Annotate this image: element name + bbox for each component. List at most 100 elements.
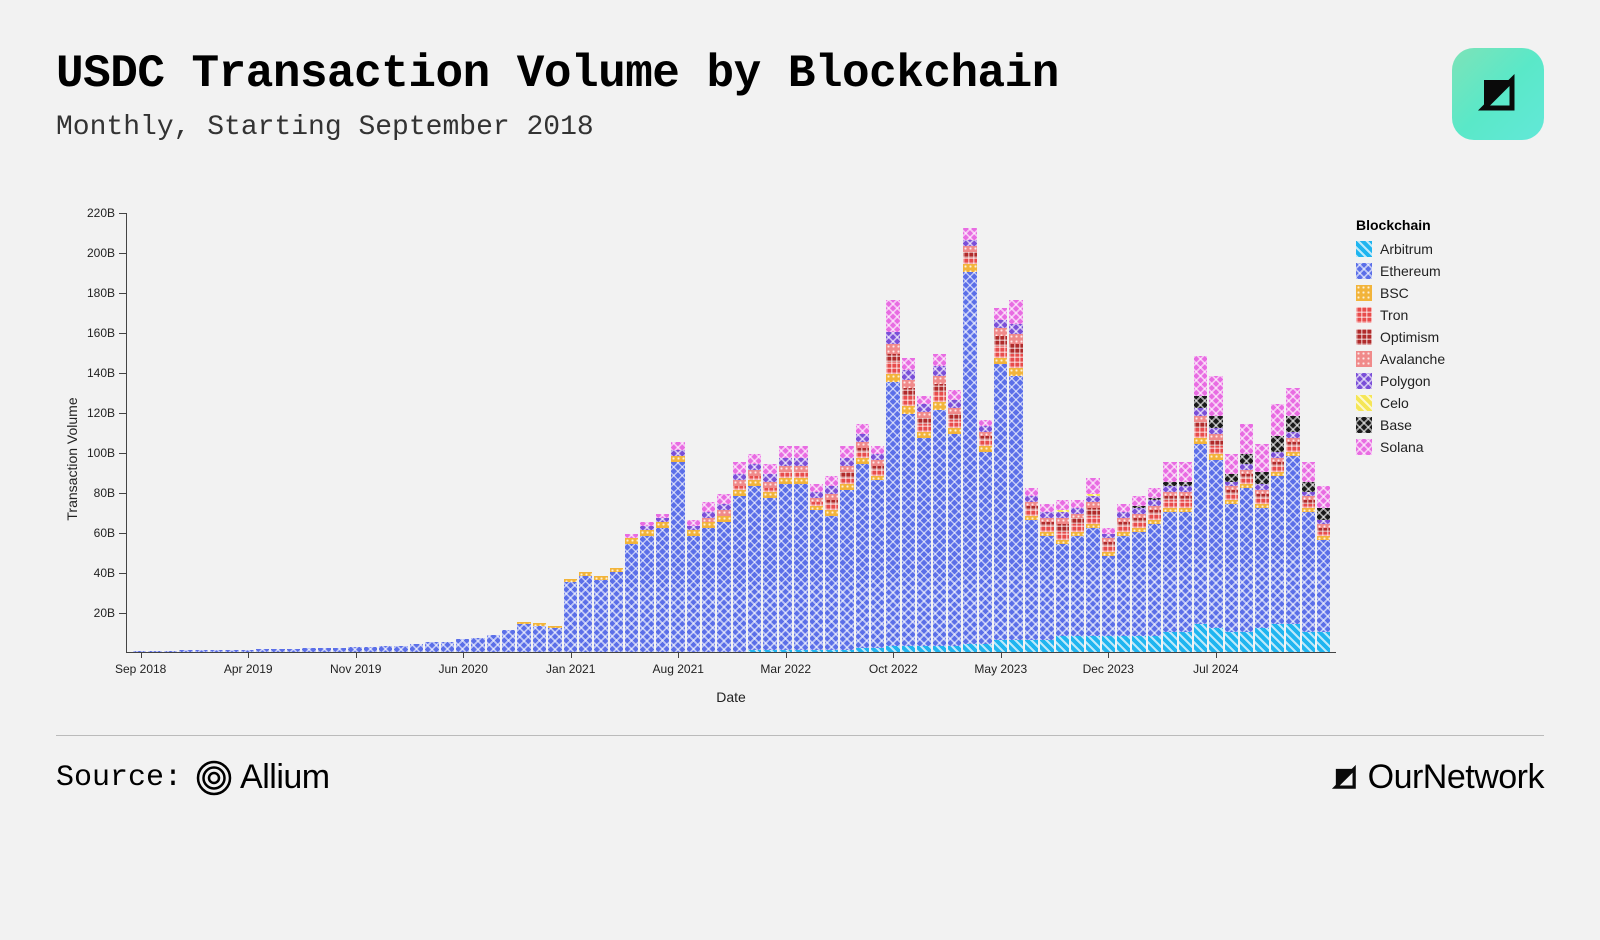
y-tick-label: 120B bbox=[87, 406, 127, 420]
bar-segment-bsc bbox=[533, 623, 546, 626]
bar-segment-polygon bbox=[1255, 484, 1268, 490]
bar bbox=[410, 644, 423, 652]
bar-segment-ethereum bbox=[1286, 456, 1299, 624]
bar-segment-ethereum bbox=[456, 639, 469, 652]
bar-segment-solana bbox=[671, 442, 684, 450]
bar bbox=[610, 568, 623, 652]
bar-segment-base bbox=[1179, 482, 1192, 486]
bar-segment-polygon bbox=[748, 464, 761, 470]
bar-segment-ethereum bbox=[517, 624, 530, 652]
bar-segment-avalanche bbox=[825, 494, 838, 500]
bar-segment-solana bbox=[856, 424, 869, 434]
bar-segment-optimism bbox=[1194, 422, 1207, 428]
bar-segment-base bbox=[1209, 416, 1222, 428]
legend-label: Optimism bbox=[1380, 329, 1439, 345]
bar-segment-avalanche bbox=[702, 518, 715, 522]
x-axis-label: Date bbox=[126, 689, 1336, 705]
bar-segment-ethereum bbox=[1194, 444, 1207, 624]
title-block: USDC Transaction Volume by Blockchain Mo… bbox=[56, 48, 1059, 143]
bar-segment-ethereum bbox=[425, 642, 438, 652]
bar-segment-arbitrum bbox=[1317, 632, 1330, 652]
bar-segment-bsc bbox=[979, 446, 992, 452]
bar-segment-solana bbox=[1086, 478, 1099, 494]
bar-segment-ethereum bbox=[287, 649, 300, 652]
bar-segment-polygon bbox=[1163, 486, 1176, 492]
bar-segment-tron bbox=[917, 424, 930, 432]
bar-segment-solana bbox=[1117, 504, 1130, 512]
bar-segment-ethereum bbox=[1240, 488, 1253, 632]
bar-segment-optimism bbox=[1271, 462, 1284, 466]
bar-segment-polygon bbox=[1194, 408, 1207, 416]
bar-segment-avalanche bbox=[1132, 514, 1145, 518]
bar-segment-solana bbox=[979, 420, 992, 426]
bar-segment-solana bbox=[917, 396, 930, 404]
bar-segment-ethereum bbox=[886, 382, 899, 646]
bar bbox=[1286, 388, 1299, 652]
bar-segment-ethereum bbox=[840, 490, 853, 650]
bar-segment-base bbox=[1225, 474, 1238, 482]
bar bbox=[1132, 496, 1145, 652]
bar-segment-optimism bbox=[1009, 344, 1022, 354]
bar-segment-solana bbox=[933, 354, 946, 366]
bar-segment-bsc bbox=[1240, 484, 1253, 488]
bar-segment-bsc bbox=[963, 264, 976, 272]
bar-segment-solana bbox=[794, 446, 807, 458]
bar bbox=[1271, 404, 1284, 652]
bar-segment-arbitrum bbox=[1209, 628, 1222, 652]
bar-segment-ethereum bbox=[1225, 504, 1238, 632]
bar bbox=[779, 446, 792, 652]
bar-segment-tron bbox=[825, 504, 838, 510]
bar-segment-tron bbox=[1194, 428, 1207, 438]
source-label: Source: bbox=[56, 761, 182, 795]
bar bbox=[871, 446, 884, 652]
bar bbox=[579, 572, 592, 652]
bar-segment-tron bbox=[948, 420, 961, 428]
bar bbox=[425, 642, 438, 652]
bar-segment-avalanche bbox=[1194, 416, 1207, 422]
bar-segment-ethereum bbox=[717, 522, 730, 652]
chart-plot-area: Transaction Volume 20B40B60B80B100B120B1… bbox=[126, 213, 1336, 705]
bar bbox=[963, 228, 976, 652]
bar-segment-avalanche bbox=[1302, 496, 1315, 500]
bar-segment-tron bbox=[1071, 524, 1084, 532]
bar-segment-bsc bbox=[902, 406, 915, 414]
bar bbox=[271, 649, 284, 652]
bar-segment-base bbox=[1317, 508, 1330, 520]
bar-segment-avalanche bbox=[763, 482, 776, 488]
legend-label: Ethereum bbox=[1380, 263, 1441, 279]
bar-segment-solana bbox=[994, 308, 1007, 320]
legend-item-bsc: BSC bbox=[1356, 285, 1526, 301]
bar-segment-avalanche bbox=[1255, 490, 1268, 494]
bar-segment-base bbox=[1271, 436, 1284, 452]
bar-segment-ethereum bbox=[825, 516, 838, 650]
bar bbox=[210, 650, 223, 652]
legend-swatch bbox=[1356, 395, 1372, 411]
bar-segment-ethereum bbox=[963, 272, 976, 644]
bar-segment-solana bbox=[702, 502, 715, 512]
bar-segment-arbitrum bbox=[1025, 640, 1038, 652]
bar-segment-base bbox=[1148, 498, 1161, 500]
bar-segment-polygon bbox=[1009, 324, 1022, 334]
bar-segment-ethereum bbox=[794, 484, 807, 650]
bar-segment-optimism bbox=[1302, 500, 1315, 504]
bar-segment-solana bbox=[840, 446, 853, 458]
bar-segment-ethereum bbox=[1302, 512, 1315, 632]
bar-segment-polygon bbox=[1286, 432, 1299, 438]
bar-segment-optimism bbox=[948, 414, 961, 420]
bar-segment-base bbox=[1163, 482, 1176, 486]
bar-segment-tron bbox=[871, 470, 884, 476]
bar-segment-arbitrum bbox=[1009, 640, 1022, 652]
bar-segment-tron bbox=[794, 472, 807, 478]
bar-segment-polygon bbox=[687, 526, 700, 530]
bar bbox=[733, 462, 746, 652]
y-tick-label: 60B bbox=[94, 526, 127, 540]
bar-segment-polygon bbox=[1240, 464, 1253, 470]
bar-segment-avalanche bbox=[779, 466, 792, 472]
bar-segment-tron bbox=[1132, 522, 1145, 528]
brand-badge-icon bbox=[1472, 68, 1524, 120]
bar-segment-arbitrum bbox=[1148, 636, 1161, 652]
bar-segment-solana bbox=[1148, 488, 1161, 498]
bar-segment-solana bbox=[779, 446, 792, 458]
legend-swatch bbox=[1356, 285, 1372, 301]
bar-segment-tron bbox=[1086, 516, 1099, 524]
